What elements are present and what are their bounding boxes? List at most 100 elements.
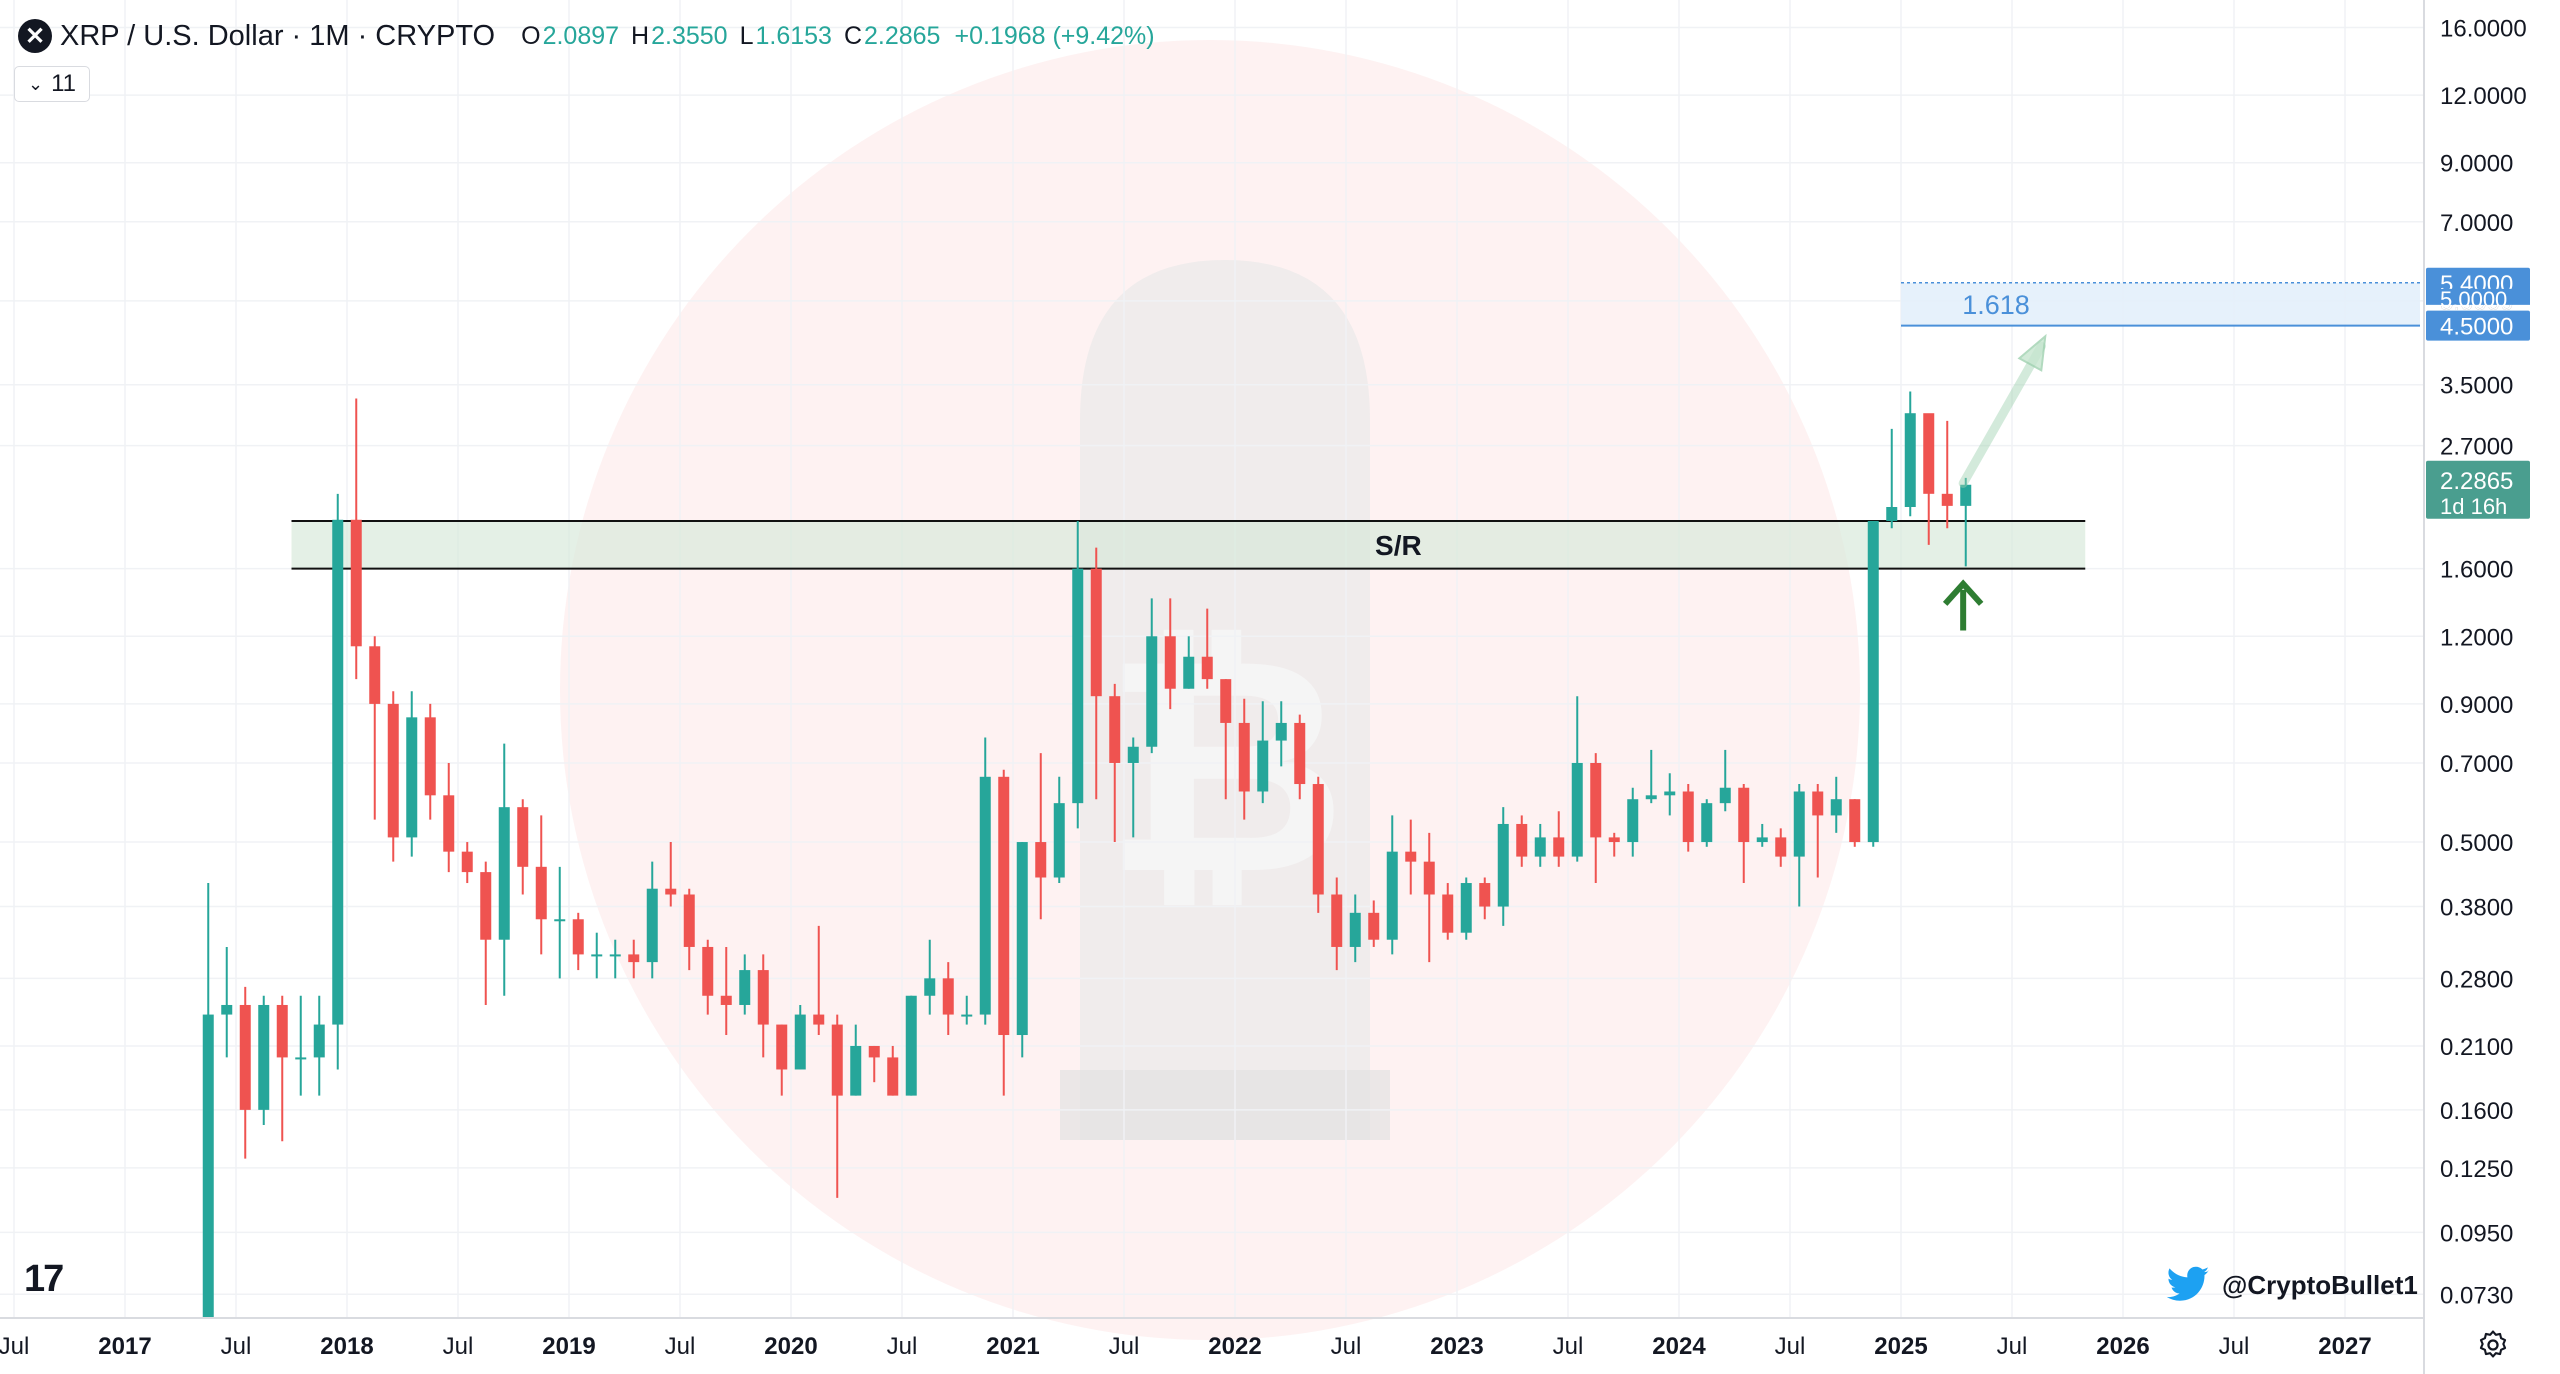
candle[interactable] — [517, 799, 529, 895]
candle[interactable] — [1053, 776, 1065, 884]
candle[interactable] — [424, 703, 436, 820]
candle[interactable] — [1682, 784, 1694, 852]
candle[interactable] — [1701, 799, 1713, 847]
candle[interactable] — [202, 883, 214, 1318]
candle[interactable] — [1534, 823, 1546, 867]
candle[interactable] — [1497, 807, 1509, 926]
candle[interactable] — [1238, 698, 1250, 820]
candle[interactable] — [554, 866, 566, 979]
candle[interactable] — [1035, 753, 1047, 920]
candle[interactable] — [942, 962, 954, 1036]
candle[interactable] — [1923, 413, 1935, 545]
candle[interactable] — [961, 995, 973, 1025]
candle[interactable] — [1904, 391, 1916, 517]
candle[interactable] — [1756, 823, 1768, 847]
candle[interactable] — [1127, 737, 1139, 838]
candle[interactable] — [313, 995, 325, 1096]
candle[interactable] — [1941, 420, 1953, 529]
candle[interactable] — [1553, 811, 1565, 867]
candle[interactable] — [1442, 883, 1454, 940]
candle[interactable] — [332, 493, 344, 1070]
candle[interactable] — [369, 636, 381, 820]
candle[interactable] — [1386, 815, 1398, 955]
candle[interactable] — [924, 939, 936, 1015]
candle[interactable] — [979, 737, 991, 1025]
candle[interactable] — [1590, 753, 1602, 884]
candle[interactable] — [591, 932, 603, 979]
tradingview-logo[interactable]: 17 — [24, 1258, 64, 1300]
candle[interactable] — [1183, 636, 1195, 689]
symbol-header[interactable]: ✕ XRP / U.S. Dollar · 1M · CRYPTO O 2.089… — [18, 16, 1155, 56]
candle[interactable] — [1312, 776, 1324, 913]
candle[interactable] — [1719, 749, 1731, 812]
candle[interactable] — [1960, 477, 1972, 567]
candle[interactable] — [1738, 784, 1750, 884]
candle[interactable] — [1571, 696, 1583, 862]
candle[interactable] — [776, 1024, 788, 1096]
candle[interactable] — [1072, 520, 1084, 829]
candle[interactable] — [535, 815, 547, 955]
candle[interactable] — [295, 995, 307, 1096]
candle[interactable] — [1405, 819, 1417, 895]
candle[interactable] — [1257, 701, 1269, 804]
candle[interactable] — [628, 939, 640, 979]
candle[interactable] — [1109, 683, 1121, 843]
candle[interactable] — [646, 861, 658, 979]
candle[interactable] — [1349, 894, 1361, 963]
candle[interactable] — [1830, 776, 1842, 833]
candle[interactable] — [1645, 749, 1657, 804]
candle[interactable] — [998, 769, 1010, 1096]
candle[interactable] — [1368, 900, 1380, 947]
candle[interactable] — [1867, 520, 1879, 847]
candle[interactable] — [276, 995, 288, 1142]
candle[interactable] — [1275, 701, 1287, 767]
candle[interactable] — [887, 1045, 899, 1096]
candle[interactable] — [1331, 877, 1343, 971]
candle[interactable] — [1812, 784, 1824, 878]
candle[interactable] — [221, 946, 233, 1058]
candle[interactable] — [1849, 799, 1861, 847]
candles[interactable] — [202, 391, 1972, 1318]
candle[interactable] — [850, 1024, 862, 1096]
candle[interactable] — [794, 1004, 806, 1070]
candle[interactable] — [1201, 608, 1213, 689]
candle[interactable] — [1627, 787, 1639, 857]
candle[interactable] — [813, 925, 825, 1036]
candle[interactable] — [1775, 828, 1787, 867]
candle[interactable] — [1294, 714, 1306, 800]
candle[interactable] — [1479, 877, 1491, 920]
candle[interactable] — [1016, 842, 1028, 1058]
candle[interactable] — [831, 1014, 843, 1198]
candle[interactable] — [387, 691, 399, 862]
candle[interactable] — [609, 939, 621, 979]
candle[interactable] — [1146, 598, 1158, 754]
candle[interactable] — [1664, 773, 1676, 816]
candle[interactable] — [1516, 815, 1528, 867]
candle[interactable] — [406, 691, 418, 857]
candle[interactable] — [683, 888, 695, 971]
candle[interactable] — [720, 946, 732, 1036]
candle[interactable] — [239, 986, 251, 1159]
candle[interactable] — [739, 954, 751, 1015]
candle[interactable] — [572, 912, 584, 971]
symbol-title[interactable]: XRP / U.S. Dollar · 1M · CRYPTO — [60, 19, 496, 52]
candle[interactable] — [1793, 784, 1805, 907]
candle[interactable] — [1423, 832, 1435, 963]
candle[interactable] — [461, 842, 473, 884]
candle[interactable] — [1164, 598, 1176, 710]
candle[interactable] — [1886, 428, 1898, 529]
candle[interactable] — [258, 995, 270, 1126]
candle[interactable] — [702, 939, 714, 1015]
candle[interactable] — [498, 743, 510, 996]
candle[interactable] — [868, 1045, 880, 1083]
candle[interactable] — [1090, 547, 1102, 800]
candle[interactable] — [757, 954, 769, 1058]
indicators-toggle-button[interactable]: ⌄ 11 — [14, 66, 90, 102]
candle[interactable] — [350, 398, 362, 680]
candle[interactable] — [443, 762, 455, 873]
candle[interactable] — [480, 861, 492, 1005]
gear-icon[interactable] — [2476, 1328, 2510, 1362]
candle[interactable] — [665, 842, 677, 907]
